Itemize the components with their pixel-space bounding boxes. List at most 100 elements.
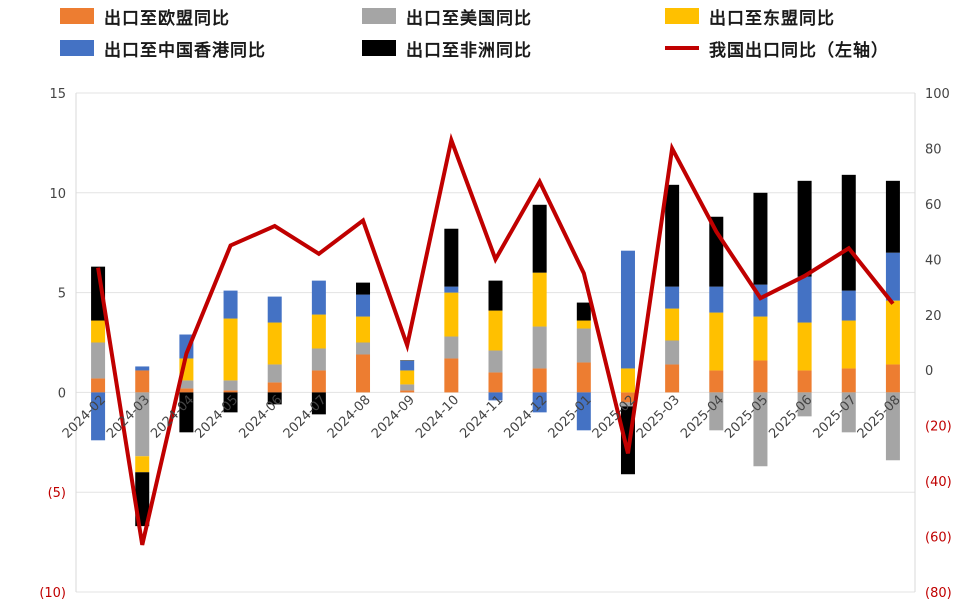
bar-segment (797, 180, 812, 277)
bar-segment (753, 360, 768, 393)
x-tick-label: 2025-03 (634, 393, 683, 442)
bar-stack (356, 282, 371, 393)
bar-segment (665, 308, 680, 341)
bar-segment (91, 342, 106, 379)
bar-segment (841, 320, 856, 369)
bar-segment (665, 286, 680, 309)
bar-stack (841, 174, 856, 433)
bar-segment (444, 292, 459, 337)
bar-segment (709, 392, 724, 431)
bar-segment (753, 192, 768, 285)
legend-swatch-us (362, 8, 396, 24)
bar-segment (753, 392, 768, 467)
bar-segment (356, 316, 371, 343)
bar-segment (400, 390, 415, 393)
bar-segment (620, 368, 635, 393)
bar-segment (400, 370, 415, 385)
legend-swatch-hk (60, 40, 94, 56)
bar-segment (135, 392, 150, 457)
left-tick-label: 0 (58, 386, 66, 401)
bar-segment (709, 216, 724, 287)
bar-segment (841, 174, 856, 291)
bar-stack (532, 204, 547, 413)
x-tick-label: 2024-08 (325, 393, 374, 442)
bar-segment (841, 290, 856, 321)
right-tick-label: 20 (925, 309, 942, 324)
legend-label-total: 我国出口同比（左轴） (709, 40, 889, 61)
bar-segment (135, 370, 150, 393)
bar-segment (311, 348, 326, 371)
bar-segment (311, 280, 326, 315)
right-tick-label: 40 (925, 253, 942, 268)
bar-segment (797, 392, 812, 417)
bar-segment (576, 362, 591, 393)
bar-stack (267, 296, 282, 405)
bar-segment (885, 364, 900, 393)
x-tick-label: 2024-09 (369, 393, 418, 442)
right-tick-label: 80 (925, 142, 942, 157)
bar-segment (311, 392, 326, 415)
bar-segment (311, 370, 326, 393)
bar-stack (400, 360, 415, 393)
bar-segment (885, 252, 900, 301)
bar-segment (223, 290, 238, 319)
bar-segment (179, 380, 194, 389)
left-tick-label: 15 (49, 87, 66, 102)
bar-segment (267, 364, 282, 383)
bar-segment (444, 336, 459, 359)
bar-segment (356, 282, 371, 295)
bar-stack (444, 228, 459, 393)
bar-stack (885, 180, 900, 461)
legend-swatch-eu (60, 8, 94, 24)
legend-label-asean: 出口至东盟同比 (709, 8, 835, 29)
bar-segment (709, 286, 724, 313)
x-tick-label: 2024-12 (501, 393, 550, 442)
bar-segment (576, 320, 591, 329)
bar-segment (91, 378, 106, 393)
legend-item-asean: 出口至东盟同比 (665, 2, 835, 30)
bar-segment (885, 300, 900, 365)
right-tick-label: (20) (925, 420, 952, 435)
bar-segment (267, 392, 282, 405)
left-tick-label: 5 (58, 287, 66, 302)
bar-stack (488, 280, 503, 401)
bar-segment (91, 320, 106, 343)
bar-segment (620, 250, 635, 369)
legend-swatch-africa (362, 40, 396, 56)
bar-segment (179, 392, 194, 433)
bar-segment (885, 392, 900, 461)
legend-swatch-asean (665, 8, 699, 24)
bar-segment (576, 302, 591, 321)
bar-segment (135, 366, 150, 371)
bar-segment (576, 392, 591, 431)
bar-segment (223, 318, 238, 381)
bar-segment (665, 184, 680, 287)
bar-segment (841, 392, 856, 433)
bar-segment (665, 340, 680, 365)
bar-segment (620, 402, 635, 407)
bar-segment (223, 390, 238, 393)
bar-segment (356, 354, 371, 393)
bar-segment (532, 272, 547, 327)
right-tick-label: (40) (925, 475, 952, 490)
bar-segment (532, 204, 547, 273)
bar-segment (797, 276, 812, 323)
bar-segment (488, 350, 503, 373)
x-tick-label: 2024-05 (192, 393, 241, 442)
legend-item-hk: 出口至中国香港同比 (60, 34, 266, 62)
bar-segment (709, 370, 724, 393)
x-tick-label: 2024-06 (237, 393, 286, 442)
left-tick-label: 10 (49, 187, 66, 202)
export-yoy-line (96, 132, 895, 546)
legend: 出口至欧盟同比 出口至美国同比 出口至东盟同比 出口至中国香港同比 出口至非洲同… (0, 0, 967, 72)
left-tick-label: (10) (39, 586, 66, 601)
left-tick-label: (5) (48, 486, 66, 501)
x-tick-label: 2025-06 (766, 393, 815, 442)
bar-segment (400, 384, 415, 391)
bar-segment (488, 372, 503, 393)
bar-stack (223, 290, 238, 413)
bar-segment (532, 368, 547, 393)
bar-segment (488, 310, 503, 351)
bar-segment (665, 364, 680, 393)
